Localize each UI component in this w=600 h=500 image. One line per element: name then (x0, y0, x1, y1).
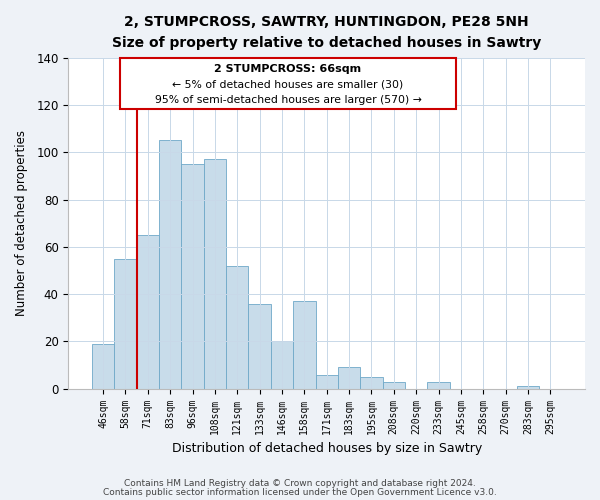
Title: 2, STUMPCROSS, SAWTRY, HUNTINGDON, PE28 5NH
Size of property relative to detache: 2, STUMPCROSS, SAWTRY, HUNTINGDON, PE28 … (112, 15, 541, 50)
Bar (427, 382, 450, 388)
Text: ← 5% of detached houses are smaller (30): ← 5% of detached houses are smaller (30) (172, 79, 404, 89)
Text: Contains HM Land Registry data © Crown copyright and database right 2024.: Contains HM Land Registry data © Crown c… (124, 479, 476, 488)
Bar (137, 235, 159, 388)
Bar (517, 386, 539, 388)
Bar (92, 344, 114, 389)
Bar (293, 301, 316, 388)
Bar (226, 266, 248, 388)
Bar (338, 368, 360, 388)
Bar (248, 304, 271, 388)
Y-axis label: Number of detached properties: Number of detached properties (15, 130, 28, 316)
Bar (316, 374, 338, 388)
X-axis label: Distribution of detached houses by size in Sawtry: Distribution of detached houses by size … (172, 442, 482, 455)
Text: Contains public sector information licensed under the Open Government Licence v3: Contains public sector information licen… (103, 488, 497, 497)
FancyBboxPatch shape (120, 58, 456, 109)
Bar (383, 382, 405, 388)
Bar (271, 342, 293, 388)
Bar (181, 164, 204, 388)
Text: 2 STUMPCROSS: 66sqm: 2 STUMPCROSS: 66sqm (214, 64, 362, 74)
Bar (159, 140, 181, 388)
Text: 95% of semi-detached houses are larger (570) →: 95% of semi-detached houses are larger (… (155, 95, 421, 105)
Bar (360, 377, 383, 388)
Bar (204, 160, 226, 388)
Bar (114, 258, 137, 388)
